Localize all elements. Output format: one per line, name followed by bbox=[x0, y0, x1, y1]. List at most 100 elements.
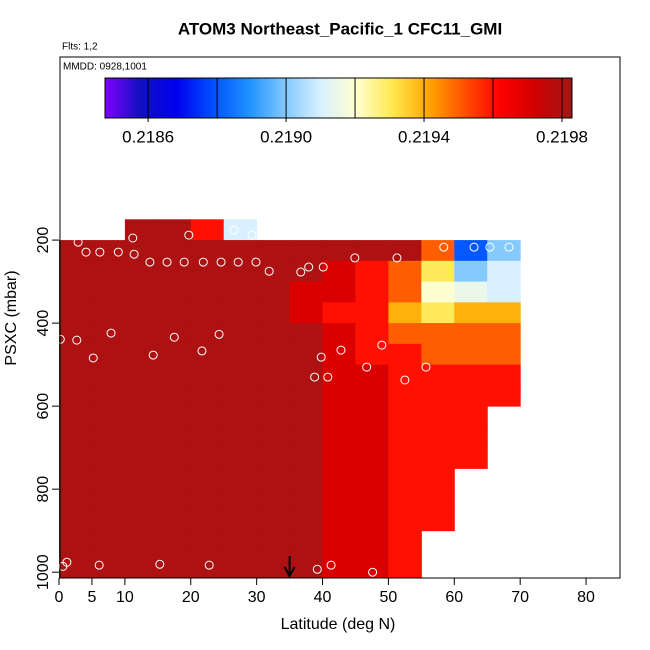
y-tick-label: 400 bbox=[35, 310, 52, 337]
y-tick-label: 800 bbox=[35, 476, 52, 503]
cell bbox=[421, 260, 455, 283]
cell bbox=[157, 281, 192, 303]
cell bbox=[355, 530, 389, 552]
cell bbox=[190, 302, 225, 324]
cell bbox=[157, 406, 192, 428]
data-point bbox=[179, 257, 189, 267]
cell bbox=[322, 260, 356, 283]
cell bbox=[59, 364, 93, 386]
cell bbox=[322, 530, 356, 552]
cell bbox=[59, 509, 93, 532]
cell bbox=[59, 447, 93, 469]
data-point bbox=[113, 247, 123, 257]
cell bbox=[256, 468, 291, 490]
cell bbox=[223, 551, 258, 579]
data-point bbox=[94, 560, 104, 570]
data-point bbox=[229, 225, 239, 235]
cell bbox=[124, 302, 159, 324]
flights-label: Flts: 1,2 bbox=[62, 42, 98, 53]
cell bbox=[487, 260, 521, 283]
cell bbox=[91, 509, 126, 532]
cell bbox=[256, 426, 291, 449]
cell bbox=[91, 426, 126, 449]
colorbar-tick-label: 0.2194 bbox=[398, 127, 450, 146]
data-point bbox=[197, 346, 207, 356]
cell bbox=[157, 426, 192, 449]
cell bbox=[157, 551, 192, 579]
cell bbox=[289, 302, 324, 324]
data-point bbox=[316, 352, 326, 362]
cell bbox=[124, 385, 159, 407]
cell bbox=[256, 281, 291, 303]
data-point bbox=[392, 253, 402, 263]
data-point bbox=[439, 242, 449, 252]
cell bbox=[355, 343, 389, 366]
data-point bbox=[251, 257, 261, 267]
data-point bbox=[129, 249, 139, 259]
cell bbox=[289, 364, 324, 386]
cell bbox=[124, 323, 159, 345]
cell bbox=[59, 281, 93, 303]
cell bbox=[388, 302, 422, 324]
cell bbox=[190, 509, 225, 532]
cell bbox=[190, 281, 225, 303]
cell bbox=[322, 447, 356, 469]
colorbar-tick-label: 0.2198 bbox=[536, 127, 588, 146]
cell bbox=[157, 343, 192, 366]
cell bbox=[355, 302, 389, 324]
cell bbox=[190, 468, 225, 490]
data-point bbox=[198, 257, 208, 267]
cell bbox=[124, 551, 159, 579]
y-tick-label: 200 bbox=[35, 227, 52, 254]
cell bbox=[322, 343, 356, 366]
cell bbox=[454, 281, 488, 303]
colorbar-tick-label: 0.2186 bbox=[122, 127, 174, 146]
cell bbox=[256, 530, 291, 552]
cell bbox=[190, 385, 225, 407]
data-point bbox=[310, 372, 320, 382]
cell bbox=[322, 509, 356, 532]
cell bbox=[157, 240, 192, 262]
cell bbox=[388, 240, 422, 262]
x-tick-label: 80 bbox=[577, 589, 595, 606]
cell bbox=[388, 489, 422, 511]
data-point bbox=[233, 257, 243, 267]
cell bbox=[421, 302, 455, 324]
data-point bbox=[81, 247, 91, 257]
x-tick-label: 10 bbox=[116, 589, 134, 606]
colorbar-tick-label: 0.2190 bbox=[260, 127, 312, 146]
data-point bbox=[106, 328, 116, 338]
cell bbox=[91, 281, 126, 303]
data-point bbox=[312, 564, 322, 574]
cell bbox=[91, 530, 126, 552]
data-point bbox=[169, 332, 179, 342]
cell bbox=[157, 302, 192, 324]
cell bbox=[322, 406, 356, 428]
cell bbox=[454, 385, 488, 407]
cell bbox=[157, 260, 192, 283]
cell bbox=[190, 260, 225, 283]
cell bbox=[355, 426, 389, 449]
cell bbox=[91, 302, 126, 324]
cell bbox=[223, 219, 258, 241]
data-point bbox=[469, 242, 479, 252]
cell bbox=[289, 240, 324, 262]
cell bbox=[421, 343, 455, 366]
cell bbox=[454, 240, 488, 262]
cell bbox=[454, 260, 488, 283]
cell bbox=[223, 302, 258, 324]
cell bbox=[289, 406, 324, 428]
cell bbox=[59, 385, 93, 407]
cell bbox=[223, 385, 258, 407]
cell bbox=[91, 385, 126, 407]
x-tick-label: 30 bbox=[248, 589, 266, 606]
cell bbox=[487, 364, 521, 386]
data-point bbox=[184, 230, 194, 240]
cell bbox=[124, 426, 159, 449]
cell bbox=[91, 343, 126, 366]
cell bbox=[91, 551, 126, 579]
x-tick-label: 0 bbox=[55, 589, 64, 606]
cell bbox=[355, 509, 389, 532]
cell bbox=[223, 530, 258, 552]
